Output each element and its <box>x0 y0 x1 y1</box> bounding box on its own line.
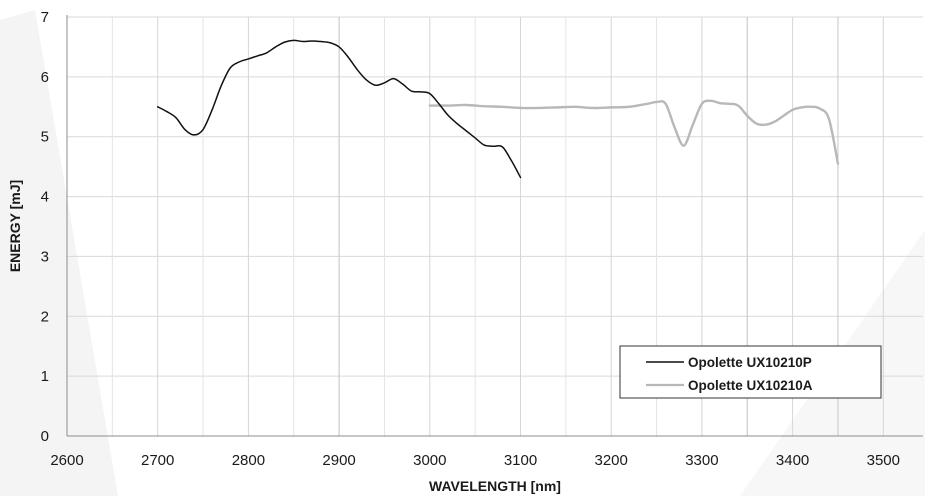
x-tick-label: 2600 <box>50 452 83 469</box>
y-tick-label: 2 <box>41 308 49 325</box>
y-tick-label: 7 <box>41 9 49 26</box>
x-axis-title: WAVELENGTH [nm] <box>429 478 561 494</box>
x-tick-label: 3100 <box>504 452 537 469</box>
y-tick-label: 1 <box>41 368 49 385</box>
legend-box <box>619 345 882 399</box>
y-tick-label: 5 <box>41 129 49 146</box>
axes <box>66 15 923 437</box>
x-tick-label: 2800 <box>232 452 265 469</box>
y-tick-label: 0 <box>41 428 49 445</box>
x-tick-label: 3300 <box>685 452 718 469</box>
series-line-opolette-ux10210p <box>156 39 522 179</box>
x-tick-label: 2700 <box>141 452 174 469</box>
y-tick-label: 4 <box>41 189 49 206</box>
y-tick-label: 6 <box>41 69 49 86</box>
legend-label-opolette-ux10210a: Opolette UX10210A <box>688 378 813 393</box>
series-lines <box>156 39 840 179</box>
tick-labels: 0 1 2 3 4 5 6 7 2600 2700 2800 2900 3000 3100 3200 3300… <box>41 9 900 469</box>
y-tick-label: 3 <box>41 248 49 265</box>
legend: Opolette UX10210P Opolette UX10210A <box>619 345 882 399</box>
y-axis-title: ENERGY [mJ] <box>7 180 23 272</box>
background-watermark-shape <box>0 10 118 496</box>
x-tick-label: 2900 <box>322 452 355 469</box>
x-tick-label: 3500 <box>867 452 900 469</box>
series-line-opolette-ux10210a <box>428 99 840 165</box>
legend-label-opolette-ux10210p: Opolette UX10210P <box>688 355 812 370</box>
x-tick-label: 3000 <box>413 452 446 469</box>
x-tick-label: 3200 <box>595 452 628 469</box>
x-tick-label: 3400 <box>776 452 809 469</box>
